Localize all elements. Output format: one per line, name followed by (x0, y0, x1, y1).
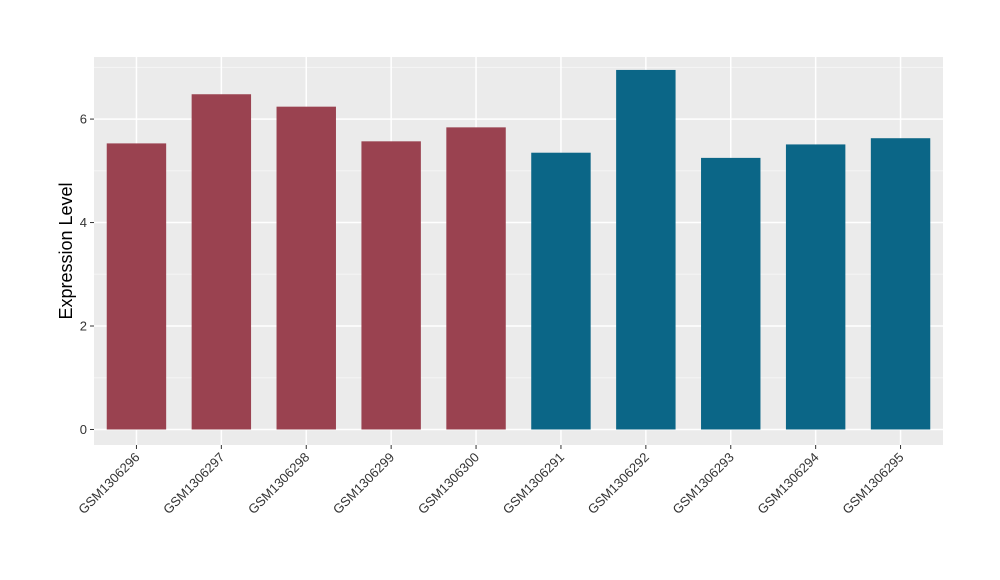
x-tick-label: GSM1306292 (585, 450, 652, 517)
bar-GSM1306297 (191, 94, 252, 430)
y-axis: 0 2 4 6 (80, 112, 94, 437)
bar-GSM1306296 (106, 143, 167, 430)
bar-GSM1306298 (276, 106, 336, 430)
x-tick-label: GSM1306295 (839, 450, 906, 517)
x-tick-label: GSM1306297 (160, 450, 227, 517)
x-tick-label: GSM1306299 (330, 450, 397, 517)
y-tick-label: 2 (80, 319, 87, 334)
y-tick-label: 6 (80, 112, 87, 127)
bar-GSM1306292 (616, 69, 676, 430)
y-tick-label: 0 (80, 422, 87, 437)
bar-GSM1306295 (870, 138, 931, 430)
y-axis-title: Expression Level (56, 182, 76, 319)
bar-GSM1306300 (446, 127, 506, 430)
bar-GSM1306294 (785, 144, 846, 430)
x-tick-label: GSM1306300 (415, 450, 482, 517)
x-axis: GSM1306296 GSM1306297 GSM1306298 GSM1306299… (75, 445, 907, 517)
bar-GSM1306291 (531, 152, 591, 430)
bar-GSM1306293 (701, 157, 761, 430)
x-tick-label: GSM1306296 (75, 450, 142, 517)
y-tick-label: 4 (80, 215, 87, 230)
bars (106, 69, 931, 430)
bar-GSM1306299 (361, 141, 421, 430)
x-tick-label: GSM1306293 (670, 450, 737, 517)
x-tick-label: GSM1306298 (245, 450, 312, 517)
x-tick-label: GSM1306291 (500, 450, 567, 517)
x-tick-label: GSM1306294 (754, 450, 821, 517)
